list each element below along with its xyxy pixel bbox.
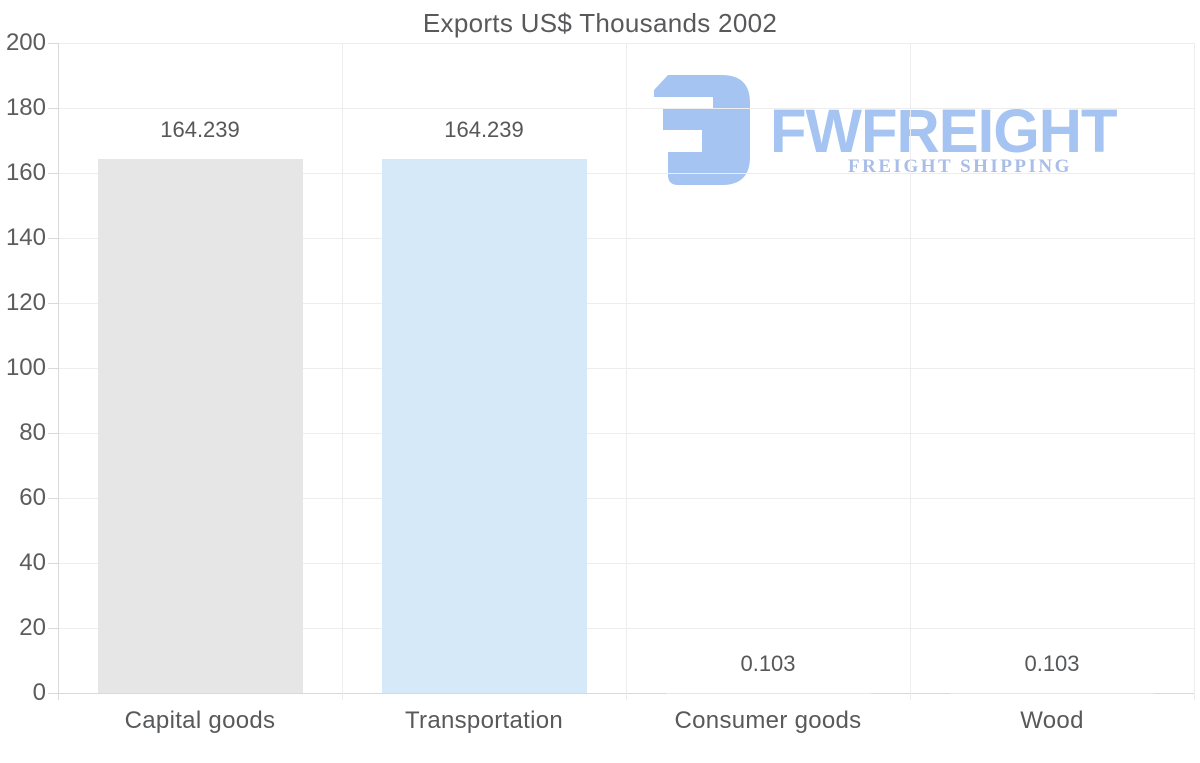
- x-category-label: Capital goods: [124, 707, 276, 734]
- bar-value-label: 164.239: [160, 117, 240, 143]
- fwfreight-watermark: FWFREIGHT FREIGHT SHIPPING: [648, 68, 1158, 188]
- y-tick-label: 0: [32, 679, 46, 706]
- x-category-label: Consumer goods: [674, 707, 862, 734]
- bar-value-label: 0.103: [740, 650, 796, 676]
- bar-value-label: 0.103: [1024, 650, 1080, 676]
- y-tick-mark: [48, 173, 58, 174]
- chart-title: Exports US$ Thousands 2002: [422, 8, 778, 38]
- bar-transportation[interactable]: [381, 159, 587, 693]
- y-tick-mark: [48, 563, 58, 564]
- y-tick-label: 40: [19, 549, 46, 576]
- x-gridline: [910, 43, 911, 700]
- x-gridline: [626, 43, 627, 700]
- y-tick-mark: [48, 498, 58, 499]
- x-category-label: Wood: [1020, 707, 1084, 734]
- fwfreight-logo-icon: [654, 75, 750, 185]
- y-tick-label: 200: [5, 29, 46, 56]
- y-tick-label: 180: [5, 94, 46, 121]
- y-tick-label: 100: [5, 354, 46, 381]
- bar-capital-goods[interactable]: [97, 159, 303, 693]
- y-tick-label: 140: [5, 224, 46, 251]
- y-tick-mark: [48, 238, 58, 239]
- y-tick-label: 160: [5, 159, 46, 186]
- x-gridline: [342, 43, 343, 700]
- y-tick-label: 120: [5, 289, 46, 316]
- y-tick-mark: [48, 368, 58, 369]
- y-tick-label: 60: [19, 484, 46, 511]
- y-tick-mark: [48, 433, 58, 434]
- y-tick-label: 80: [19, 419, 46, 446]
- y-tick-mark: [48, 693, 58, 694]
- y-tick-mark: [48, 43, 58, 44]
- y-tick-label: 20: [19, 614, 46, 641]
- x-category-label: Transportation: [404, 707, 564, 734]
- brand-tagline: FREIGHT SHIPPING: [848, 156, 1072, 177]
- y-axis-line: [58, 43, 59, 700]
- y-tick-mark: [48, 628, 58, 629]
- y-tick-mark: [48, 108, 58, 109]
- x-gridline: [1194, 43, 1195, 700]
- y-tick-mark: [48, 303, 58, 304]
- bar-value-label: 164.239: [444, 117, 524, 143]
